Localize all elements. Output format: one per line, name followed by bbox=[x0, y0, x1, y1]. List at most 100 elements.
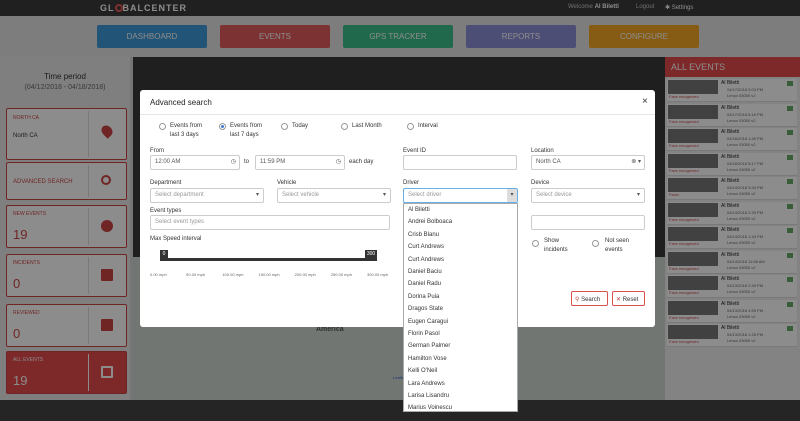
advanced-search-card[interactable]: ADVANCED SEARCH bbox=[6, 162, 127, 200]
nav-button[interactable]: REPORTS bbox=[466, 25, 576, 48]
driver-option[interactable]: Curt Andrews bbox=[408, 256, 445, 263]
logout-link[interactable]: Logout bbox=[636, 4, 655, 10]
radio-label: Events from bbox=[170, 123, 203, 129]
top-bar: GL BALCENTER Welcome Al Biletti Logout ✱ … bbox=[0, 0, 800, 16]
close-button[interactable]: × bbox=[642, 96, 648, 107]
driver-option[interactable]: Andrei Bolboaca bbox=[408, 219, 453, 226]
event-item[interactable]: Face recognized Al Biletti 04/17/2018 5:16… bbox=[667, 103, 797, 127]
field-label: Device bbox=[531, 180, 550, 186]
event-types-select[interactable]: Select event types bbox=[150, 215, 390, 230]
footer bbox=[0, 400, 800, 421]
radio[interactable] bbox=[407, 123, 414, 130]
radio[interactable] bbox=[281, 123, 288, 130]
download-icon bbox=[787, 203, 793, 209]
driver-select[interactable]: Select driver ▾ bbox=[403, 188, 518, 203]
driver-option[interactable]: Eugen Caragui bbox=[408, 318, 449, 325]
driver-option[interactable]: Daniel Baciu bbox=[408, 269, 442, 275]
event-thumbnail bbox=[668, 153, 718, 168]
event-item[interactable]: Face recognized Al Biletti 04/13/2018 2:40… bbox=[667, 275, 797, 298]
nav-button[interactable]: CONFIGURE bbox=[589, 25, 699, 48]
event-device: Lenox 03050 v2 bbox=[727, 191, 756, 196]
radio[interactable] bbox=[219, 123, 226, 130]
event-item[interactable]: Face recognized Al Biletti 04/17/2018 3:03… bbox=[667, 79, 797, 102]
event-thumbnail bbox=[668, 276, 718, 290]
event-badge: Face recognized bbox=[669, 167, 699, 173]
counter-card[interactable]: INCIDENTS 0 bbox=[6, 254, 127, 297]
slider-handle[interactable]: 300 bbox=[365, 250, 377, 259]
search-button[interactable]: ⚲ Search bbox=[571, 291, 608, 306]
counter-value: 19 bbox=[13, 373, 28, 388]
extra-input[interactable] bbox=[531, 215, 645, 230]
event-driver: Al Biletti bbox=[721, 227, 740, 233]
reset-button[interactable]: ✕ Reset bbox=[612, 291, 645, 306]
event-item[interactable]: Face recognized Al Biletti 04/14/2018 1:44… bbox=[667, 226, 797, 249]
arrow: ▾ bbox=[255, 192, 259, 198]
driver-option[interactable]: Dorina Puia bbox=[408, 293, 440, 300]
event-date: 04/14/2018 2:30 PM bbox=[727, 209, 764, 215]
logo-text: GL bbox=[100, 3, 115, 13]
counter-label: NEW EVENTS bbox=[13, 211, 47, 217]
speed-tick-label: 0.00 mph bbox=[150, 272, 167, 277]
radio[interactable] bbox=[592, 240, 599, 247]
event-item[interactable]: Face recognized Al Biletti 04/14/2018 11:5… bbox=[667, 250, 797, 274]
event-date: 04/14/2018 1:44 PM bbox=[727, 234, 764, 239]
slider-handle[interactable]: 0 bbox=[160, 250, 168, 259]
to-time[interactable]: 11:59 PM ◷ bbox=[255, 155, 345, 170]
panel-header: ALL EVENTS bbox=[665, 57, 800, 77]
from-time[interactable]: 12:00 AM ◷ bbox=[150, 155, 240, 170]
device-select[interactable]: Select device ▾ bbox=[531, 188, 645, 203]
event-item[interactable]: Face recognized Al Biletti 04/13/2018 1:26… bbox=[667, 324, 797, 347]
placeholder: Select device bbox=[536, 192, 572, 198]
download-icon bbox=[787, 252, 793, 258]
event-item[interactable]: Face recognized Al Biletti 04/14/2018 2:30… bbox=[667, 201, 797, 225]
speed-tick-label: 50.00 mph bbox=[186, 272, 206, 277]
driver-option[interactable]: German Palmer bbox=[408, 343, 451, 350]
event-badge: Face recognized bbox=[669, 339, 699, 344]
vehicle-select[interactable]: Select vehicle ▾ bbox=[277, 188, 391, 203]
driver-option[interactable]: Dragos State bbox=[408, 306, 444, 313]
location-select[interactable]: North CA ⊗ ▾ bbox=[531, 155, 645, 170]
driver-option[interactable]: Larisa Lisandru bbox=[408, 393, 450, 399]
event-device: Lenox 03050 v2 bbox=[727, 93, 756, 98]
event-item[interactable]: Face recognized Al Biletti 04/16/2018 1:45… bbox=[667, 128, 797, 151]
nav-button[interactable]: EVENTS bbox=[220, 25, 330, 48]
radio[interactable] bbox=[341, 123, 348, 130]
welcome: Welcome Al Biletti bbox=[568, 4, 619, 10]
counter-card[interactable]: ALL EVENTS 19 bbox=[6, 351, 127, 394]
icon-glyph bbox=[101, 220, 113, 232]
driver-option[interactable]: Hamilton Vose bbox=[408, 355, 447, 362]
card-label: ADVANCED SEARCH bbox=[13, 179, 73, 185]
event-item[interactable]: Panic Al Biletti 04/14/2018 3:34 PM Lenox 0… bbox=[667, 177, 797, 200]
download-icon bbox=[787, 326, 793, 331]
radio-label: Last Month bbox=[352, 123, 382, 129]
sidebar: Time period (04/12/2018 - 04/18/2018) NO… bbox=[0, 57, 130, 400]
nav-button[interactable]: DASHBOARD bbox=[97, 25, 207, 48]
event-id-input[interactable] bbox=[403, 155, 517, 170]
driver-option[interactable]: Curt Andrews bbox=[408, 244, 445, 251]
field-value: North CA bbox=[536, 159, 561, 165]
placeholder: Select event types bbox=[155, 219, 205, 225]
driver-option[interactable]: Lara Andrews bbox=[408, 380, 445, 387]
department-select[interactable]: Select department ▾ bbox=[150, 188, 264, 203]
event-item[interactable]: Face recognized Al Biletti 04/13/2018 4:55… bbox=[667, 299, 797, 323]
driver-option[interactable]: Crisb Blanu bbox=[408, 231, 440, 238]
counter-card[interactable]: NEW EVENTS 19 bbox=[6, 205, 127, 248]
radio[interactable] bbox=[159, 123, 166, 130]
event-item[interactable]: Face recognized Al Biletti 04/16/2018 5:17… bbox=[667, 152, 797, 176]
event-badge: Face recognized bbox=[669, 314, 699, 320]
driver-option[interactable]: Daniel Radu bbox=[408, 281, 442, 288]
driver-option[interactable]: Al Biletti bbox=[408, 207, 430, 213]
label-line: incidents bbox=[544, 247, 568, 253]
location-card[interactable]: NORTH CA North CA bbox=[6, 108, 127, 160]
driver-option[interactable]: Kelli O'Neil bbox=[408, 368, 438, 375]
driver-option[interactable]: Marius Voinescu bbox=[408, 405, 453, 412]
nav-button[interactable]: GPS TRACKER bbox=[343, 25, 453, 48]
event-thumbnail bbox=[668, 227, 718, 241]
event-device: Lenox 03050 v2 bbox=[727, 289, 756, 294]
radio[interactable] bbox=[532, 240, 539, 247]
driver-option[interactable]: Florin Pasol bbox=[408, 331, 440, 337]
settings-link[interactable]: ✱ Settings bbox=[665, 5, 694, 11]
driver-dropdown: Al Biletti Andrei Bolboaca Crisb Blanu Curt… bbox=[403, 203, 518, 412]
location-select[interactable]: North CA bbox=[13, 133, 38, 139]
counter-card[interactable]: REVIEWED 0 bbox=[6, 304, 127, 347]
